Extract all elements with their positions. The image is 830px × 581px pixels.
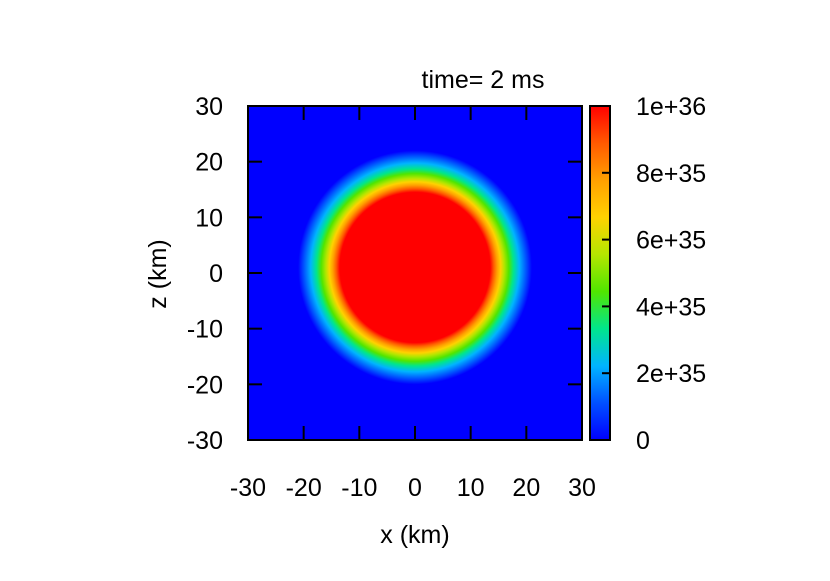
y-axis-label: z (km) [144, 239, 172, 308]
y-tick-label: 0 [209, 260, 223, 288]
colorbar [589, 105, 611, 441]
x-tick-label: -30 [230, 474, 266, 502]
plot-ticks [247, 105, 583, 441]
chart-title: time= 2 ms [422, 66, 545, 94]
colorbar-tick-label: 4e+35 [636, 293, 706, 321]
colorbar-tick-label: 1e+36 [636, 93, 706, 121]
colorbar-tick-label: 2e+35 [636, 360, 706, 388]
heatmap-field [248, 106, 582, 440]
y-tick-label: 30 [195, 93, 223, 121]
colorbar-labels: 0 2e+35 4e+35 6e+35 8e+35 1e+36 [636, 93, 706, 455]
x-tick-label: 0 [408, 474, 422, 502]
y-tick-label: 10 [195, 204, 223, 232]
y-tick-label: -20 [187, 371, 223, 399]
y-tick-label: 20 [195, 149, 223, 177]
x-tick-label: 10 [457, 474, 485, 502]
colorbar-tick-label: 0 [636, 427, 650, 455]
x-tick-labels: -30 -20 -10 0 10 20 30 [230, 474, 596, 502]
colorbar-ticks [602, 105, 610, 441]
x-tick-label: -20 [286, 474, 322, 502]
y-tick-label: -10 [187, 316, 223, 344]
x-tick-label: 30 [568, 474, 596, 502]
y-tick-label: -30 [187, 427, 223, 455]
colorbar-tick-label: 6e+35 [636, 227, 706, 255]
x-tick-label: 20 [512, 474, 540, 502]
y-tick-labels: -30 -20 -10 0 10 20 30 [187, 93, 223, 455]
x-axis-label: x (km) [380, 521, 449, 549]
plot-area [248, 106, 582, 440]
x-tick-label: -10 [341, 474, 377, 502]
colorbar-tick-label: 8e+35 [636, 160, 706, 188]
